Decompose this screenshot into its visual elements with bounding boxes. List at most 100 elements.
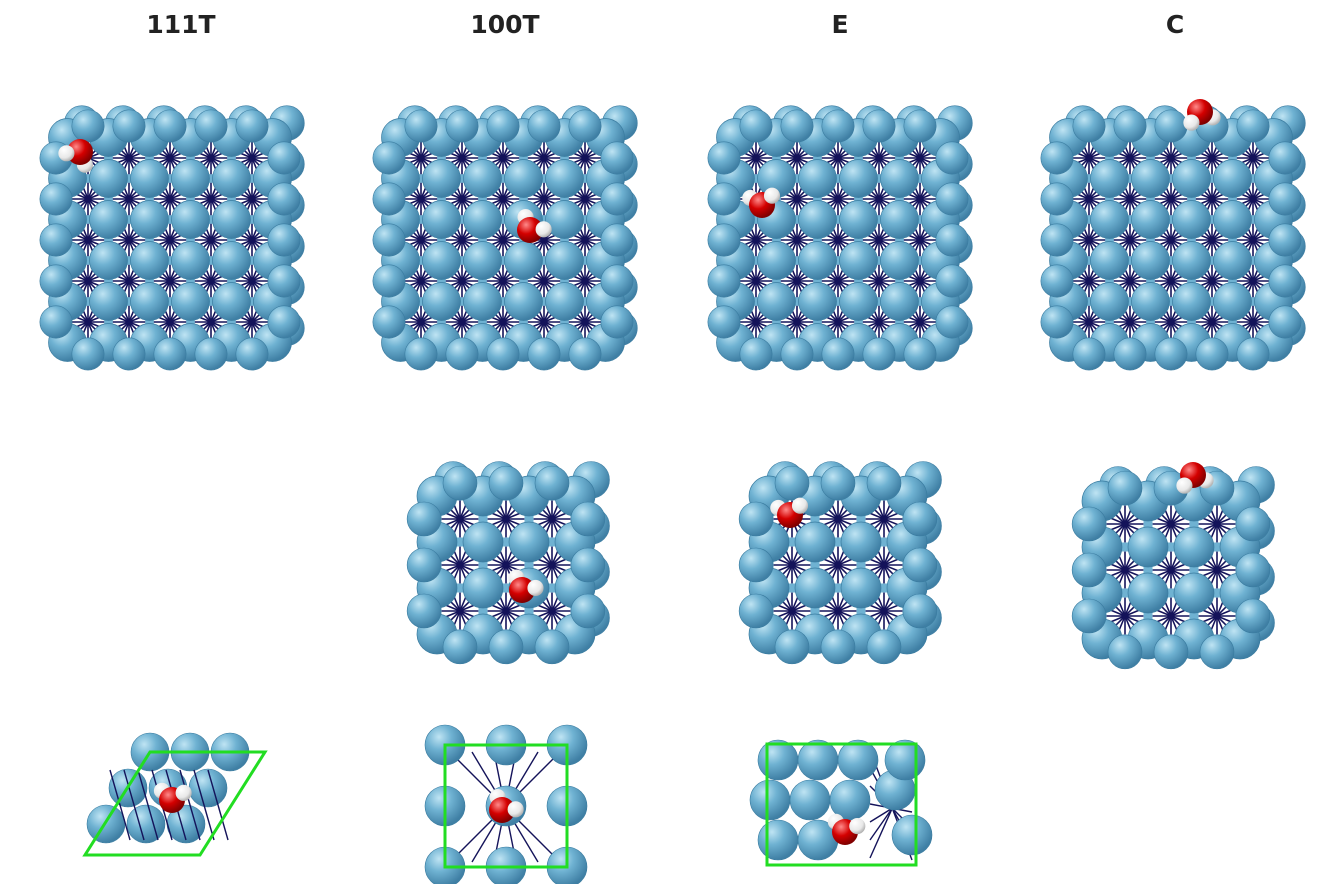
metal-atom xyxy=(194,337,228,371)
front-atoms xyxy=(39,109,301,371)
metal-atom xyxy=(1268,182,1302,216)
inner-bonds xyxy=(1106,505,1236,635)
metal-atom xyxy=(1172,159,1211,198)
metal-atom xyxy=(780,109,814,143)
metal-atom xyxy=(600,223,634,257)
metal-atom xyxy=(1235,598,1271,634)
hydrogen-atom xyxy=(58,145,75,162)
metal-atom xyxy=(707,264,741,298)
hydrogen-atom xyxy=(535,221,552,238)
metal-atom xyxy=(568,337,602,371)
metal-atom xyxy=(880,282,919,321)
metal-atom xyxy=(1131,282,1170,321)
unit-cell-outline xyxy=(82,750,268,857)
metal-atom xyxy=(404,109,438,143)
metal-atom xyxy=(1127,572,1169,614)
metal-atom xyxy=(89,282,128,321)
metal-atom xyxy=(798,241,837,280)
metal-atom xyxy=(442,629,478,665)
metal-atom xyxy=(71,109,105,143)
inner-bond xyxy=(866,603,902,619)
metal-atom xyxy=(839,159,878,198)
metal-atom xyxy=(1153,634,1189,670)
metal-atom xyxy=(406,501,442,537)
metal-atom xyxy=(545,200,584,239)
metal-atom xyxy=(534,629,570,665)
column-label-E: E xyxy=(831,10,849,39)
metal-atom xyxy=(1154,337,1188,371)
inner-bond xyxy=(442,603,478,619)
metal-atom xyxy=(738,593,774,629)
inner-bond xyxy=(109,769,131,841)
metal-atom xyxy=(1131,241,1170,280)
inner-bond xyxy=(1153,516,1189,532)
metal-atom xyxy=(707,141,741,175)
metal-atom xyxy=(212,241,251,280)
metal-atom xyxy=(153,337,187,371)
inner-bond xyxy=(820,511,856,527)
metal-atom xyxy=(486,337,520,371)
metal-atom xyxy=(1236,337,1270,371)
inner-bond xyxy=(1199,562,1235,578)
metal-atom xyxy=(1268,305,1302,339)
metal-atom xyxy=(935,305,969,339)
metal-atom xyxy=(821,109,855,143)
metal-atom xyxy=(212,282,251,321)
metal-atom xyxy=(534,465,570,501)
metal-atom xyxy=(89,241,128,280)
hydrogen-atom xyxy=(527,579,544,597)
metal-atom xyxy=(600,182,634,216)
inner-bond xyxy=(1107,608,1143,624)
large-cluster-C xyxy=(1040,105,1306,371)
metal-atom xyxy=(600,141,634,175)
metal-atom xyxy=(545,159,584,198)
metal-atom xyxy=(880,200,919,239)
metal-atom xyxy=(568,109,602,143)
slab-111T xyxy=(82,732,268,857)
metal-atom xyxy=(839,282,878,321)
metal-atom xyxy=(840,567,882,609)
metal-atom xyxy=(1071,552,1107,588)
metal-atom xyxy=(463,241,502,280)
metal-atom xyxy=(1213,159,1252,198)
inner-bond xyxy=(193,769,215,841)
metal-atom xyxy=(112,337,146,371)
metal-atom xyxy=(1172,241,1211,280)
metal-atom xyxy=(1090,159,1129,198)
metal-atom xyxy=(153,109,187,143)
metal-atom xyxy=(1040,141,1074,175)
metal-atom xyxy=(935,141,969,175)
metal-atom xyxy=(130,159,169,198)
metal-atom xyxy=(372,182,406,216)
metal-atom xyxy=(463,200,502,239)
hydrogen-atom xyxy=(507,801,524,818)
metal-atom xyxy=(39,305,73,339)
metal-atom xyxy=(1235,552,1271,588)
metal-atom xyxy=(267,305,301,339)
metal-atom xyxy=(112,109,146,143)
metal-atom xyxy=(1040,264,1074,298)
metal-atom xyxy=(738,501,774,537)
metal-atom xyxy=(267,223,301,257)
metal-atom xyxy=(837,739,879,781)
metal-atom xyxy=(707,305,741,339)
metal-atom xyxy=(1268,264,1302,298)
metal-atom xyxy=(406,547,442,583)
metal-atom xyxy=(1107,634,1143,670)
metal-atom xyxy=(462,567,504,609)
metal-atom xyxy=(1090,282,1129,321)
oxygen-atom xyxy=(509,577,535,603)
metal-atom xyxy=(372,223,406,257)
metal-atom xyxy=(442,465,478,501)
metal-atom xyxy=(570,593,606,629)
metal-atom xyxy=(463,282,502,321)
metal-atom xyxy=(903,337,937,371)
metal-atom xyxy=(1131,159,1170,198)
large-cluster-E xyxy=(707,105,973,371)
metal-atom xyxy=(1268,223,1302,257)
metal-atom xyxy=(903,109,937,143)
metal-atom xyxy=(1131,200,1170,239)
metal-atom xyxy=(570,547,606,583)
metal-atom xyxy=(130,200,169,239)
metal-atom xyxy=(880,159,919,198)
